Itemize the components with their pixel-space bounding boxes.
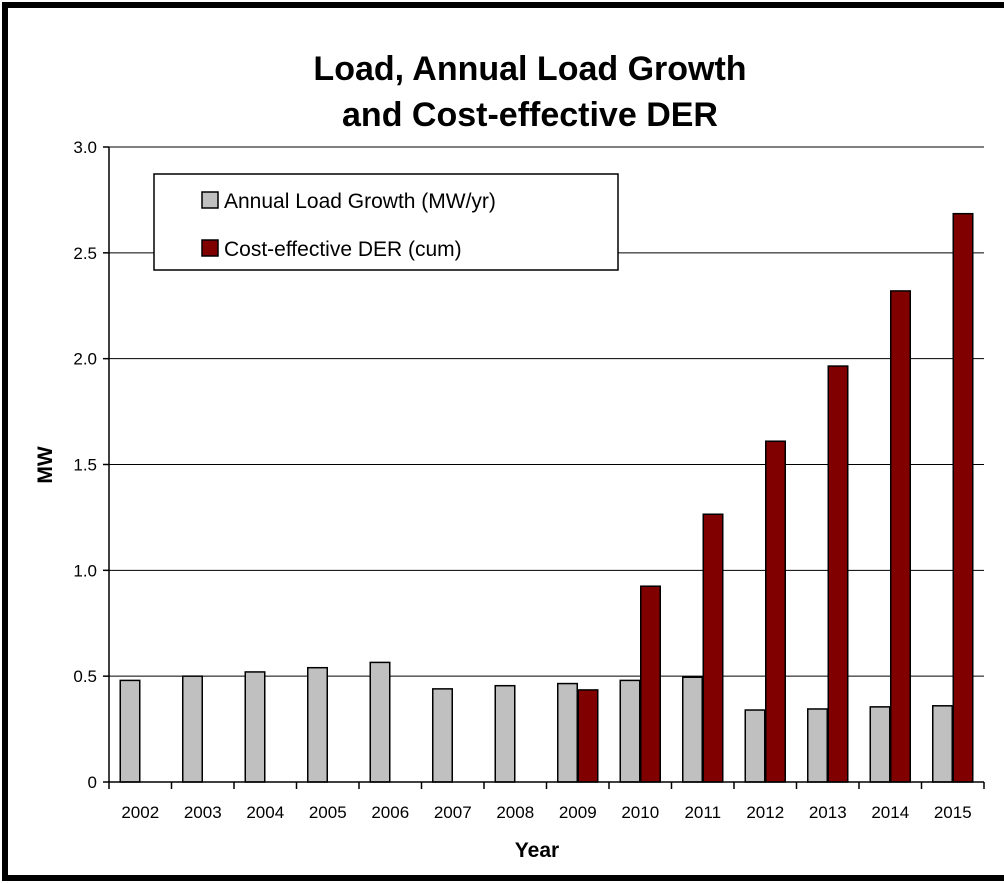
bar-annual-load-growth-2012 <box>744 709 766 783</box>
x-tick-label-2008: 2008 <box>496 803 534 822</box>
y-tick-label: 0 <box>88 773 97 792</box>
y-tick-label: 1.0 <box>73 561 97 580</box>
y-tick-label: 1.5 <box>73 456 97 475</box>
bar-annual-load-growth-2009 <box>557 682 578 783</box>
legend-swatch-annual-load-growth <box>201 191 219 209</box>
x-tick-label-2004: 2004 <box>246 803 284 822</box>
legend-box <box>153 173 619 271</box>
y-axis-label: MW <box>34 446 57 483</box>
bar-annual-load-growth-2003 <box>182 675 203 783</box>
x-tick-label-2006: 2006 <box>371 803 409 822</box>
bar-annual-load-growth-2004 <box>244 671 266 783</box>
bar-annual-load-growth-2014 <box>869 706 891 783</box>
x-tick-labels: 2002 2003 2004 2005 2006 2007 2008 2009 2010 2011… <box>121 803 971 822</box>
bar-cost-effective-der-2013 <box>827 365 849 783</box>
bar-annual-load-growth-2010 <box>619 679 641 783</box>
axes <box>103 146 985 789</box>
bar-annual-load-growth-2008 <box>494 684 516 783</box>
bar-annual-load-growth-2011 <box>682 676 703 783</box>
bar-annual-load-growth-2007 <box>432 688 453 783</box>
bar-annual-load-growth-2002 <box>119 679 141 783</box>
x-tick-label-2009: 2009 <box>559 803 597 822</box>
x-tick-label-2015: 2015 <box>934 803 972 822</box>
x-axis-label: Year <box>515 839 559 862</box>
bar-cost-effective-der-2012 <box>765 440 786 783</box>
y-tick-label: 0.5 <box>73 667 97 686</box>
x-tick-label-2011: 2011 <box>684 803 721 822</box>
y-tick-label: 3.0 <box>73 138 97 157</box>
y-tick-labels: 0 0.5 1.0 1.5 2.0 2.5 3.0 <box>73 138 97 792</box>
chart-title-line-1: Load, Annual Load Growth <box>313 50 746 88</box>
bar-annual-load-growth-2015 <box>932 705 953 783</box>
x-tick-label-2005: 2005 <box>309 803 347 822</box>
bar-cost-effective-der-2011 <box>702 513 724 783</box>
chart-title-line-2: and Cost-effective DER <box>342 96 718 134</box>
x-tick-label-2013: 2013 <box>809 803 847 822</box>
bar-cost-effective-der-2009 <box>577 689 599 783</box>
y-tick-label: 2.5 <box>73 244 97 263</box>
x-tick-label-2014: 2014 <box>871 803 909 822</box>
legend: Annual Load Growth (MW/yr) Cost-effectiv… <box>153 173 619 271</box>
y-tick-label: 2.0 <box>73 350 97 369</box>
bar-cost-effective-der-2010 <box>640 585 661 783</box>
x-tick-label-2002: 2002 <box>121 803 159 822</box>
bar-annual-load-growth-2013 <box>807 708 828 783</box>
x-tick-label-2010: 2010 <box>621 803 659 822</box>
legend-swatch-cost-effective-der <box>201 239 219 257</box>
x-tick-label-2012: 2012 <box>746 803 784 822</box>
legend-label-annual-load-growth: Annual Load Growth (MW/yr) <box>224 190 496 213</box>
x-tick-label-2003: 2003 <box>184 803 222 822</box>
x-tick-label-2007: 2007 <box>434 803 472 822</box>
bars <box>119 212 974 783</box>
bar-annual-load-growth-2005 <box>307 666 328 783</box>
bar-cost-effective-der-2015 <box>952 212 974 783</box>
bar-annual-load-growth-2006 <box>369 661 391 783</box>
bar-cost-effective-der-2014 <box>890 290 911 783</box>
legend-label-cost-effective-der: Cost-effective DER (cum) <box>224 238 462 261</box>
